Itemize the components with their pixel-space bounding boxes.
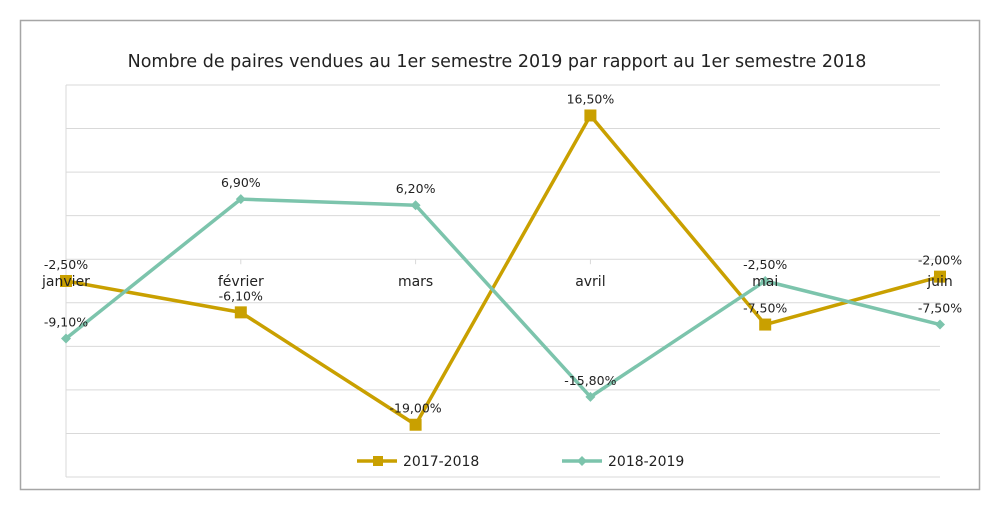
data-point xyxy=(585,391,596,402)
data-point xyxy=(935,319,945,330)
data-point xyxy=(759,318,772,331)
data-label: 6,20% xyxy=(396,181,436,196)
data-point xyxy=(235,194,246,205)
data-point xyxy=(934,270,946,283)
legend-marker xyxy=(373,456,383,466)
series-line-2017-2018 xyxy=(65,113,941,427)
legend-marker xyxy=(577,456,587,466)
legend-label: 2018-2019 xyxy=(608,454,684,470)
x-tick-label: février xyxy=(218,274,264,290)
data-point xyxy=(584,109,597,122)
x-tick-label: juin xyxy=(926,274,953,290)
data-point xyxy=(409,418,422,431)
data-label: -7,50% xyxy=(918,301,962,316)
chart-title: Nombre de paires vendues au 1er semestre… xyxy=(128,52,867,72)
data-point xyxy=(60,275,72,287)
data-label: -19,00% xyxy=(390,401,442,416)
data-point xyxy=(410,200,421,211)
data-label: -2,50% xyxy=(743,257,787,272)
x-tick-label: avril xyxy=(575,274,605,290)
data-point xyxy=(760,276,771,286)
data-point xyxy=(61,333,71,344)
legend-label: 2017-2018 xyxy=(403,454,479,470)
x-tick-label: janvier xyxy=(41,274,90,290)
data-label: -9,10% xyxy=(44,314,88,329)
data-label: -2,00% xyxy=(918,253,962,268)
data-label: 16,50% xyxy=(567,91,615,106)
chart-border xyxy=(19,19,981,491)
x-tick-label: mai xyxy=(752,274,778,290)
data-label: -6,10% xyxy=(219,288,263,303)
data-label: -2,50% xyxy=(44,257,88,272)
data-label: -7,50% xyxy=(743,301,787,316)
x-tick-label: mars xyxy=(398,274,433,290)
data-label: 6,90% xyxy=(221,175,261,190)
series-line-2018-2019 xyxy=(64,197,941,399)
data-label: -15,80% xyxy=(564,373,616,388)
data-point xyxy=(234,306,247,319)
